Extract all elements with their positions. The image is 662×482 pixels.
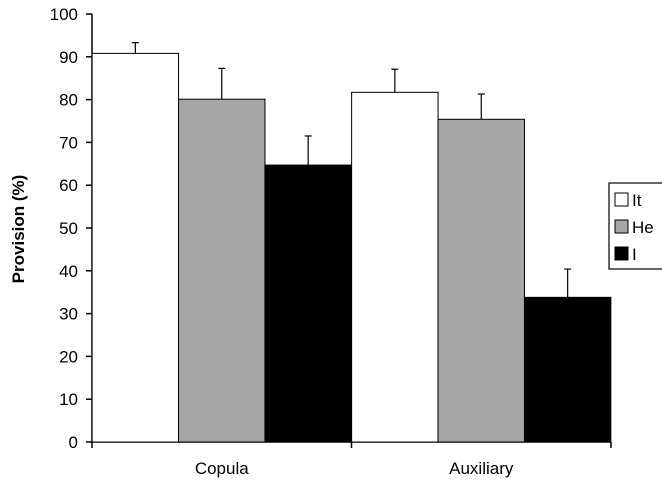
legend-label-i: I <box>632 245 637 264</box>
bar-it-auxiliary <box>351 91 439 443</box>
legend-label-he: He <box>632 218 654 237</box>
bar-i-auxiliary <box>523 296 612 443</box>
legend-swatch-he <box>614 219 629 234</box>
legend-label-it: It <box>632 191 642 210</box>
y-tick-label: 60 <box>59 176 78 195</box>
y-axis-group: 0 10 20 30 40 50 60 70 80 90 100 <box>50 5 93 452</box>
y-tick-label: 30 <box>59 305 78 324</box>
y-axis-title: Provision (%) <box>9 175 28 284</box>
y-tick-label: 0 <box>69 433 78 452</box>
y-tick-label: 40 <box>59 262 78 281</box>
x-ticks: Copula Auxiliary <box>91 442 612 478</box>
legend-swatch-i <box>614 246 629 261</box>
x-axis-group: Copula Auxiliary <box>91 441 612 478</box>
y-tick-label: 70 <box>59 133 78 152</box>
bars <box>91 52 612 443</box>
y-tick-label: 90 <box>59 48 78 67</box>
y-ticks: 0 10 20 30 40 50 60 70 80 90 100 <box>50 5 92 452</box>
legend-swatch-it <box>614 192 629 207</box>
y-tick-label: 10 <box>59 390 78 409</box>
bar-it-copula <box>91 52 180 443</box>
y-tick-label: 50 <box>59 219 78 238</box>
y-tick-label: 20 <box>59 347 78 366</box>
bar-i-copula <box>264 164 352 443</box>
y-tick-label: 80 <box>59 91 78 110</box>
legend: It He I <box>608 182 662 270</box>
y-tick-label: 100 <box>50 5 78 24</box>
bar-he-copula <box>178 98 266 443</box>
x-category-label: Auxiliary <box>449 459 514 478</box>
x-category-label: Copula <box>195 459 249 478</box>
error-bars <box>131 42 572 298</box>
bar-he-auxiliary <box>437 118 525 443</box>
